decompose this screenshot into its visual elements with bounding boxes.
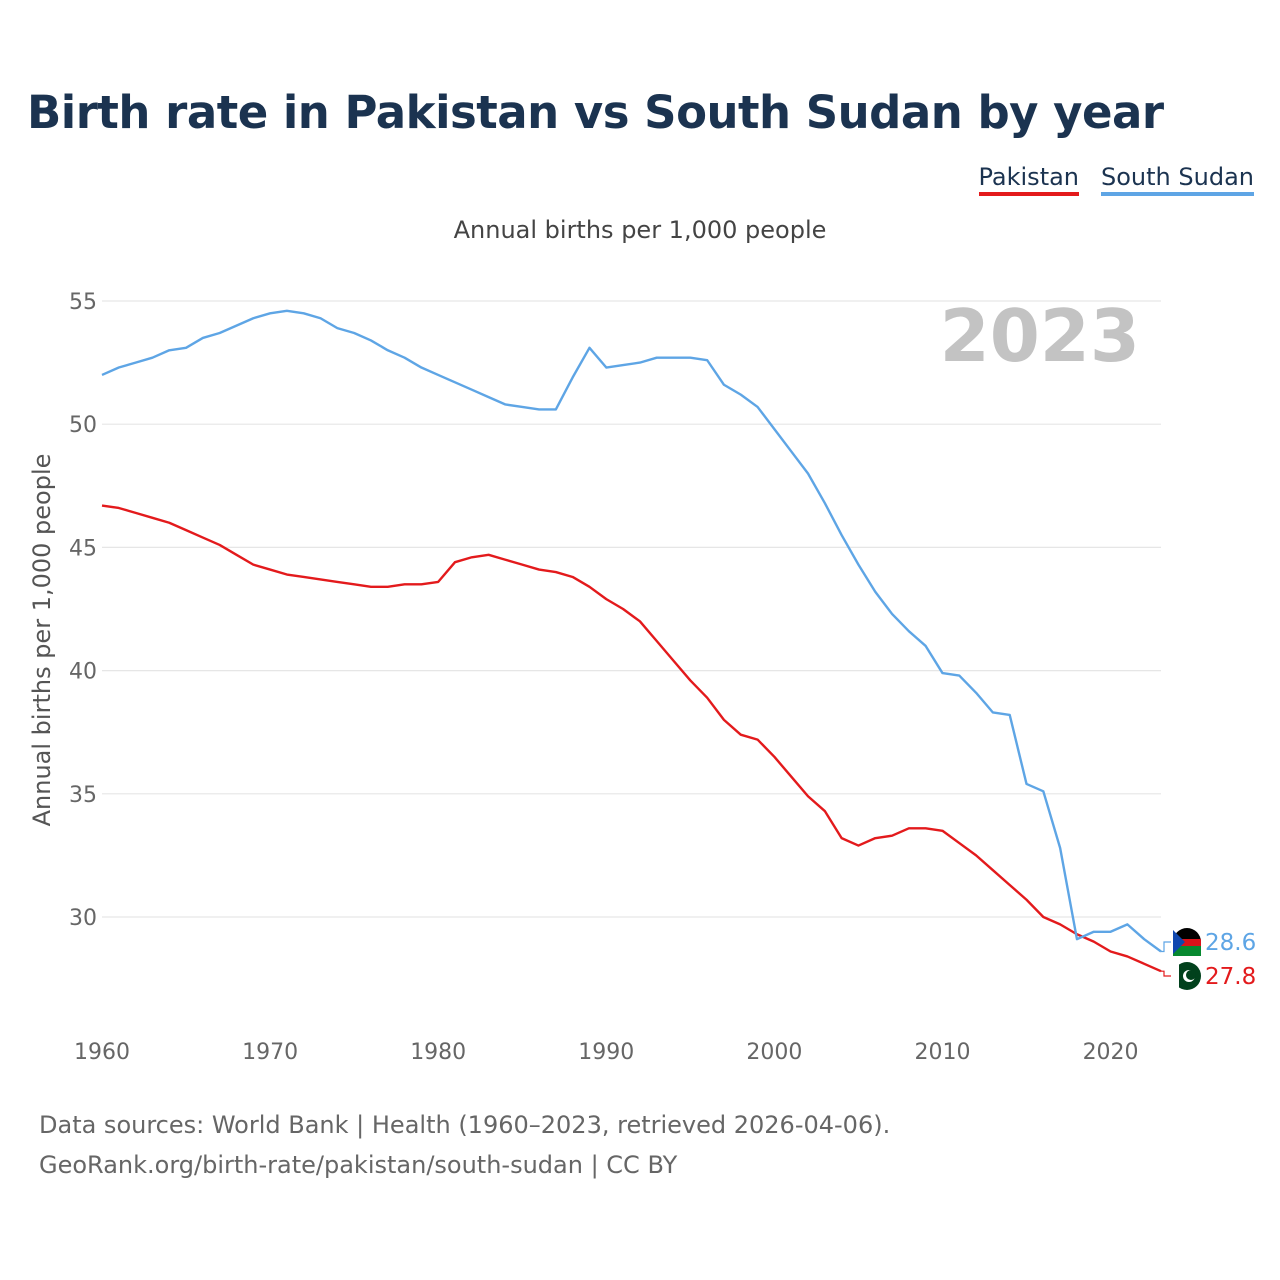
legend-item-south-sudan[interactable]: South Sudan xyxy=(1101,163,1254,196)
y-tick-label-45: 45 xyxy=(69,536,97,561)
chart-subtitle: Annual births per 1,000 people xyxy=(453,216,827,244)
end-label-pakistan: 27.8 xyxy=(1205,964,1256,990)
source-line-2[interactable]: GeoRank.org/birth-rate/pakistan/south-su… xyxy=(39,1151,678,1179)
legend-item-pakistan[interactable]: Pakistan xyxy=(978,163,1080,196)
flag-pakistan-white-band xyxy=(1173,962,1179,990)
x-tick-label-1980: 1980 xyxy=(410,1040,466,1065)
source-note: Data sources: World Bank | Health (1960–… xyxy=(39,1105,890,1185)
y-axis-label: Annual births per 1,000 people xyxy=(28,454,56,827)
year-watermark: 2023 xyxy=(940,294,1140,378)
y-tick-label-40: 40 xyxy=(69,660,97,685)
series-line-pakistan xyxy=(101,504,1162,973)
connector-south-sudan xyxy=(1161,941,1171,953)
x-tick-label-1990: 1990 xyxy=(578,1040,634,1065)
x-tick-label-1960: 1960 xyxy=(74,1040,130,1065)
y-tick-label-55: 55 xyxy=(69,290,97,315)
chart-title: Birth rate in Pakistan vs South Sudan by… xyxy=(27,86,1164,139)
flag-south-sudan-triangle xyxy=(1173,930,1185,954)
connector-pakistan xyxy=(1161,970,1171,977)
flag-south-sudan-stripe-green xyxy=(1173,946,1201,956)
x-tick-label-1970: 1970 xyxy=(242,1040,298,1065)
legend: Pakistan South Sudan xyxy=(978,163,1254,196)
y-tick-label-35: 35 xyxy=(69,783,97,808)
y-tick-label-50: 50 xyxy=(69,413,97,438)
flag-pakistan-crescent-cut xyxy=(1186,970,1196,980)
x-tick-label-2010: 2010 xyxy=(914,1040,970,1065)
end-label-south-sudan: 28.6 xyxy=(1205,930,1256,956)
y-tick-label-30: 30 xyxy=(69,906,97,931)
x-tick-label-2020: 2020 xyxy=(1083,1040,1139,1065)
source-line-1: Data sources: World Bank | Health (1960–… xyxy=(39,1111,891,1139)
x-tick-label-2000: 2000 xyxy=(746,1040,802,1065)
series-line-south-sudan xyxy=(101,309,1162,953)
flag-south-sudan-stripe xyxy=(1173,939,1201,946)
